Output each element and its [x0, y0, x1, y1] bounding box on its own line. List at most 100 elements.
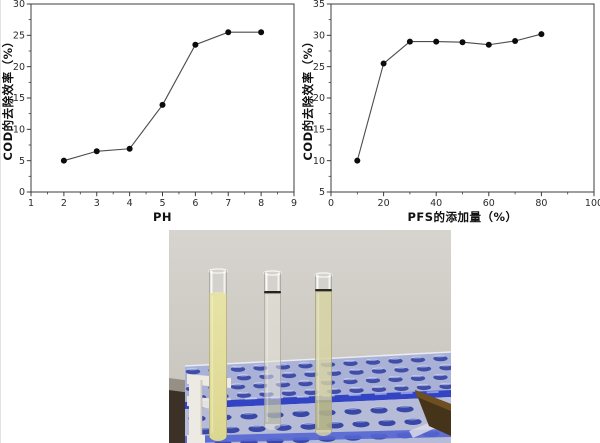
data-line — [356, 33, 542, 161]
rack-hole-glint — [343, 359, 356, 363]
rack-hole-glint — [346, 407, 358, 411]
y-tick-label: 30 — [13, 0, 25, 10]
chart-cod-removal-vs-pfs-dosage: 0 20 40 60 80 100 5 10 15 20 25 30 35 PFS的添加量（%） COD的去… — [301, 0, 600, 224]
rack-hole-glint — [411, 374, 423, 378]
test-tubes-photo — [169, 230, 451, 443]
rack-hole-glint — [282, 389, 294, 393]
rack-hole-glint — [372, 367, 384, 370]
x-tick-label: 40 — [430, 198, 442, 209]
x-tick-label: 5 — [159, 198, 165, 209]
glass-sheen — [317, 293, 320, 428]
tube-1 — [208, 268, 228, 441]
stripe-glint — [374, 392, 387, 396]
glass-top — [264, 272, 281, 292]
rack-hole-glint — [439, 382, 451, 386]
rack-hole-glint — [302, 422, 314, 426]
y-tick-label: 10 — [313, 156, 325, 167]
below-rack-tint — [265, 400, 280, 424]
rack-hole — [344, 408, 362, 415]
rack-hole — [404, 418, 422, 426]
rack-hole-glint — [282, 372, 294, 375]
rack-hole-glint — [398, 405, 410, 408]
y-tick-label: 20 — [313, 93, 325, 104]
liquid — [209, 294, 227, 441]
glass-edge-left — [209, 270, 210, 437]
glass-highlight-right — [223, 271, 226, 293]
rack-hole-glint — [394, 366, 407, 369]
x-axis-label: PH — [153, 210, 172, 224]
glass-highlight-left — [210, 271, 213, 293]
rack-hole-glint — [294, 409, 306, 413]
rack-hole-glint — [433, 373, 446, 377]
rack-hole — [300, 423, 318, 430]
x-tick-label: 9 — [291, 198, 297, 209]
x-tick-label: 2 — [61, 198, 67, 209]
data-point — [459, 39, 466, 46]
rack-hole — [248, 425, 266, 433]
rack-hole-glint — [417, 383, 429, 387]
rack-hole-glint — [349, 386, 362, 390]
rack-bottom-stripe — [185, 429, 451, 443]
rack-hole-glint — [366, 377, 378, 380]
x-tick-label: 8 — [258, 198, 264, 209]
data-point — [258, 29, 265, 36]
data-point — [406, 38, 413, 45]
y-tick-label: 15 — [13, 93, 25, 104]
rack-hole-glint — [242, 412, 254, 415]
x-tick-label: 4 — [127, 198, 133, 209]
glass-rim — [208, 268, 228, 274]
x-tick-label: 100 — [585, 198, 600, 209]
y-tick-label: 25 — [13, 31, 25, 42]
x-tick-label: 6 — [192, 198, 198, 209]
liquid — [264, 293, 281, 430]
y-tick-label: 35 — [313, 0, 325, 10]
plot-frame — [330, 3, 595, 193]
rack-hole — [292, 410, 310, 418]
data-point — [538, 31, 545, 38]
glass-edge-left — [264, 272, 265, 426]
glass-sheen — [266, 295, 269, 422]
rack-hole-glint — [298, 362, 311, 365]
rack-hole-glint — [253, 364, 266, 367]
tube-2 — [263, 270, 282, 430]
rack-hole-glint — [388, 357, 401, 360]
glass-top — [209, 270, 227, 294]
meniscus — [209, 292, 227, 296]
y-tick-label: 20 — [13, 62, 25, 73]
x-tick-label: 20 — [378, 198, 390, 209]
glass-top — [315, 274, 332, 290]
rack-hole — [370, 406, 388, 414]
y-tick-label: 0 — [19, 187, 25, 198]
x-tick-label: 80 — [535, 198, 547, 209]
rack-hole-glint — [439, 364, 451, 367]
y-axis-label: COD的去除效率（%） — [301, 35, 315, 160]
meniscus-ring — [315, 289, 332, 292]
glass-edge-right — [280, 272, 281, 426]
below-rack-tint — [316, 400, 331, 430]
rack-hole-glint — [349, 368, 362, 371]
y-tick-label: 25 — [313, 62, 325, 73]
data-point — [485, 41, 492, 48]
rack-hole-glint — [433, 355, 446, 358]
x-tick-label: 60 — [483, 198, 495, 209]
liquid — [315, 291, 332, 436]
frame-foot — [187, 435, 205, 443]
rack-hole — [396, 405, 414, 413]
y-tick-label: 10 — [13, 125, 25, 136]
glass-rim — [314, 272, 333, 278]
data-point — [126, 145, 133, 152]
data-point — [159, 101, 166, 108]
rack-hole-glint — [237, 391, 249, 395]
y-tick-label: 30 — [313, 31, 325, 42]
stripe-glint — [296, 395, 309, 398]
stripe-glint — [426, 390, 439, 394]
data-point — [93, 148, 100, 155]
stripe-glint — [348, 393, 361, 397]
rack-hole-glint — [304, 388, 317, 392]
rack-hole-glint — [250, 424, 262, 428]
wood-block-top — [415, 390, 451, 411]
glass-highlight-right — [277, 273, 280, 291]
data-point — [354, 157, 361, 164]
x-tick-label: 1 — [28, 198, 34, 209]
data-point — [192, 41, 199, 48]
